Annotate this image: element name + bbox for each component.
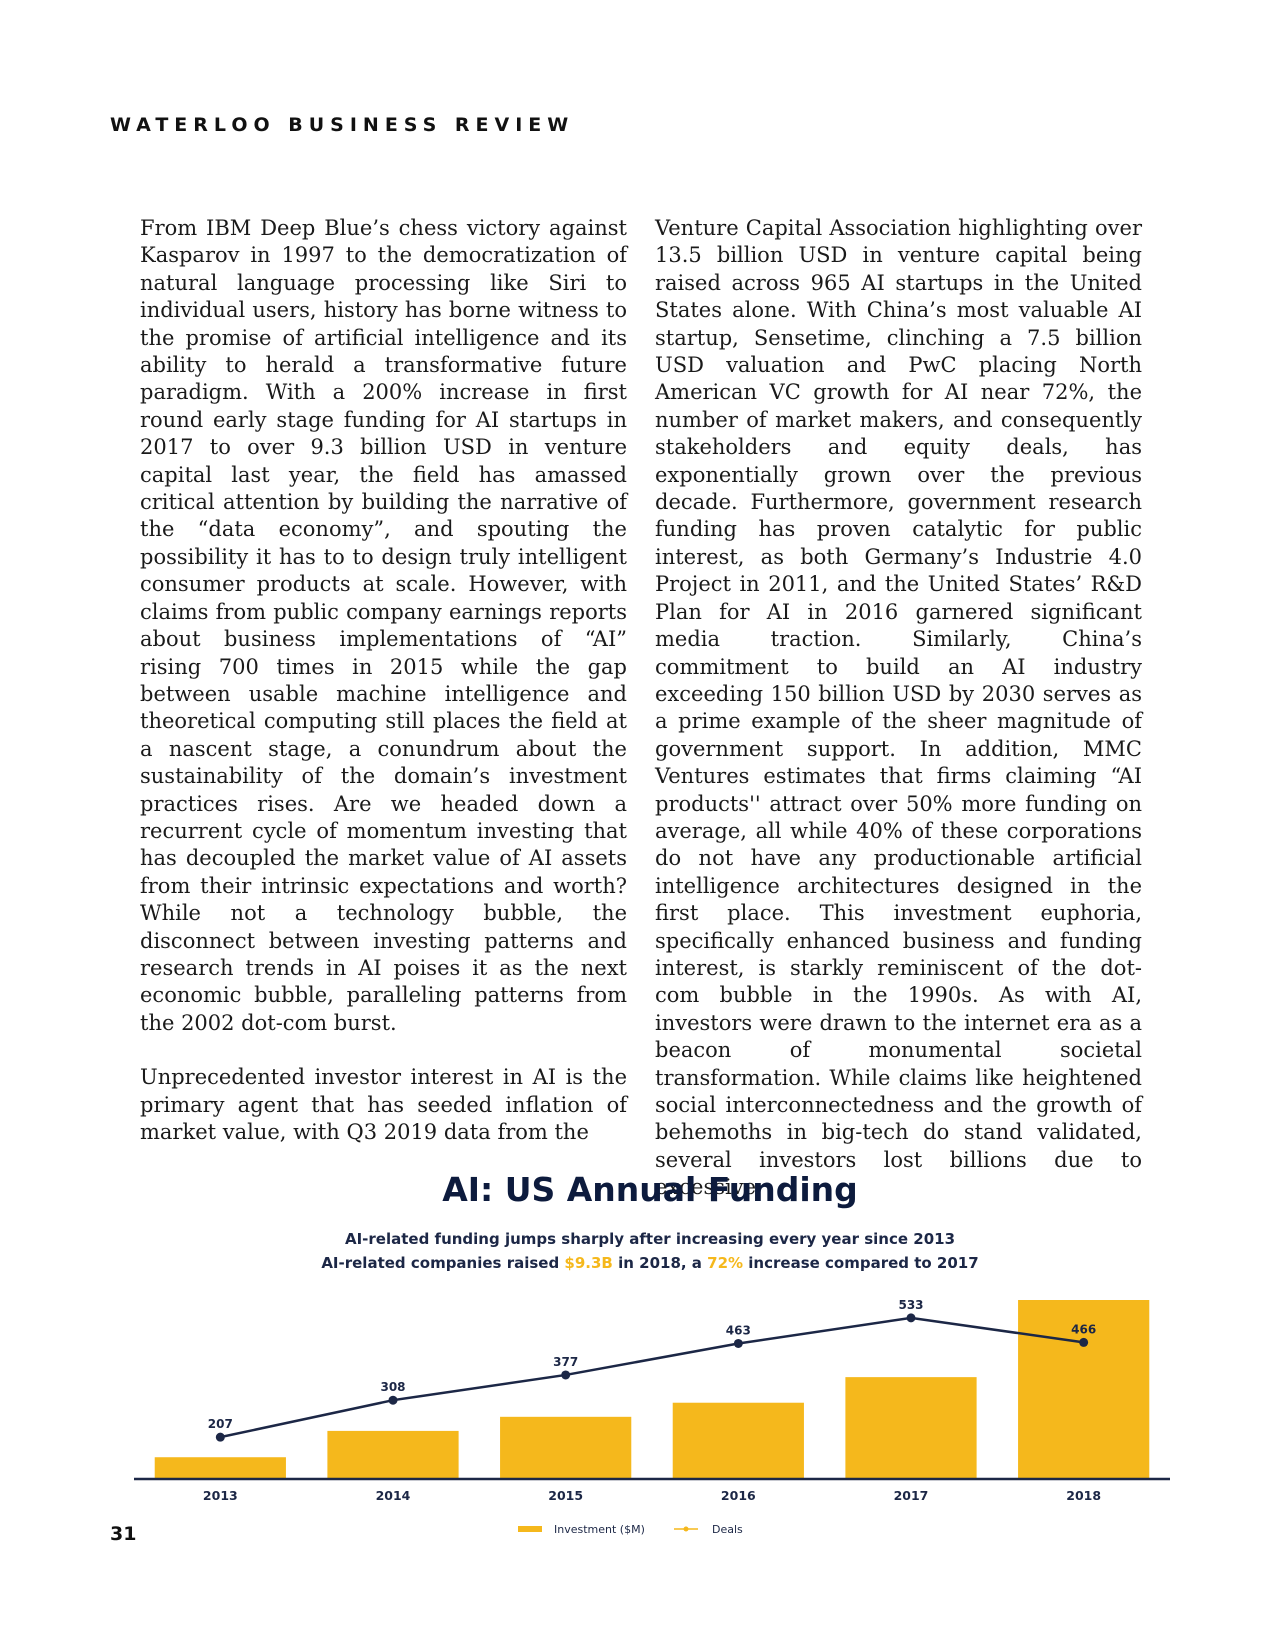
legend-swatch-investment bbox=[518, 1526, 542, 1532]
subtitle-highlight-amount: $9.3B bbox=[564, 1254, 613, 1272]
article-paragraph: Venture Capital Association highlighting… bbox=[655, 216, 1142, 1200]
deals-line bbox=[220, 1316, 1084, 1439]
funding-chart: AI: US Annual Funding AI-related funding… bbox=[130, 1170, 1170, 1570]
chart-subtitle: AI-related funding jumps sharply after i… bbox=[344, 1230, 956, 1248]
x-tick-label: 2014 bbox=[376, 1488, 411, 1503]
investment-bar bbox=[327, 1430, 459, 1478]
subtitle-text: increase compared to 2017 bbox=[743, 1254, 979, 1272]
investment-bar bbox=[1018, 1300, 1150, 1478]
legend-label-investment: Investment ($M) bbox=[554, 1523, 645, 1536]
article-column-left: From IBM Deep Blue’s chess victory again… bbox=[140, 215, 627, 1146]
investment-bar bbox=[672, 1402, 804, 1478]
x-tick-label: 2018 bbox=[1066, 1488, 1101, 1503]
deals-point bbox=[733, 1338, 743, 1348]
x-tick-label: 2013 bbox=[203, 1488, 238, 1503]
x-tick-label: 2017 bbox=[894, 1488, 929, 1503]
chart-plot: 207 308 377 463 533 466 2013 2014 2015 2016 2017 20… bbox=[134, 1298, 1170, 1536]
article-paragraph: Unprecedented investor interest in AI is… bbox=[140, 1065, 627, 1144]
deals-data-label: 308 bbox=[380, 1380, 405, 1394]
deals-point bbox=[906, 1313, 916, 1323]
legend-swatch-deals-dot bbox=[683, 1526, 689, 1532]
deals-point bbox=[215, 1432, 225, 1442]
deals-data-label: 466 bbox=[1071, 1322, 1096, 1336]
chart-subtitle-2: AI-related companies raised $9.3B in 201… bbox=[130, 1254, 1170, 1272]
investment-bar bbox=[845, 1377, 977, 1478]
article-paragraph: From IBM Deep Blue’s chess victory again… bbox=[140, 216, 627, 1035]
x-tick-label: 2016 bbox=[721, 1488, 756, 1503]
investment-bar bbox=[154, 1457, 286, 1478]
subtitle-highlight-percent: 72% bbox=[707, 1254, 744, 1272]
deals-data-label: 463 bbox=[726, 1323, 751, 1337]
subtitle-text: in 2018, a bbox=[612, 1254, 708, 1272]
deals-data-label: 207 bbox=[208, 1417, 233, 1431]
subtitle-text: AI-related companies raised bbox=[321, 1254, 565, 1272]
article-column-right: Venture Capital Association highlighting… bbox=[655, 215, 1142, 1202]
chart-title: AI: US Annual Funding bbox=[442, 1170, 858, 1209]
legend-label-deals: Deals bbox=[712, 1523, 743, 1536]
deals-data-label: 377 bbox=[553, 1355, 578, 1369]
deals-point bbox=[561, 1370, 571, 1380]
deals-point bbox=[1079, 1337, 1089, 1347]
investment-bar bbox=[500, 1416, 632, 1478]
page-number: 31 bbox=[110, 1523, 137, 1545]
x-tick-label: 2015 bbox=[548, 1488, 583, 1503]
deals-data-label: 533 bbox=[898, 1298, 923, 1312]
publication-masthead: WATERLOO BUSINESS REVIEW bbox=[110, 114, 575, 136]
deals-point bbox=[388, 1395, 398, 1405]
